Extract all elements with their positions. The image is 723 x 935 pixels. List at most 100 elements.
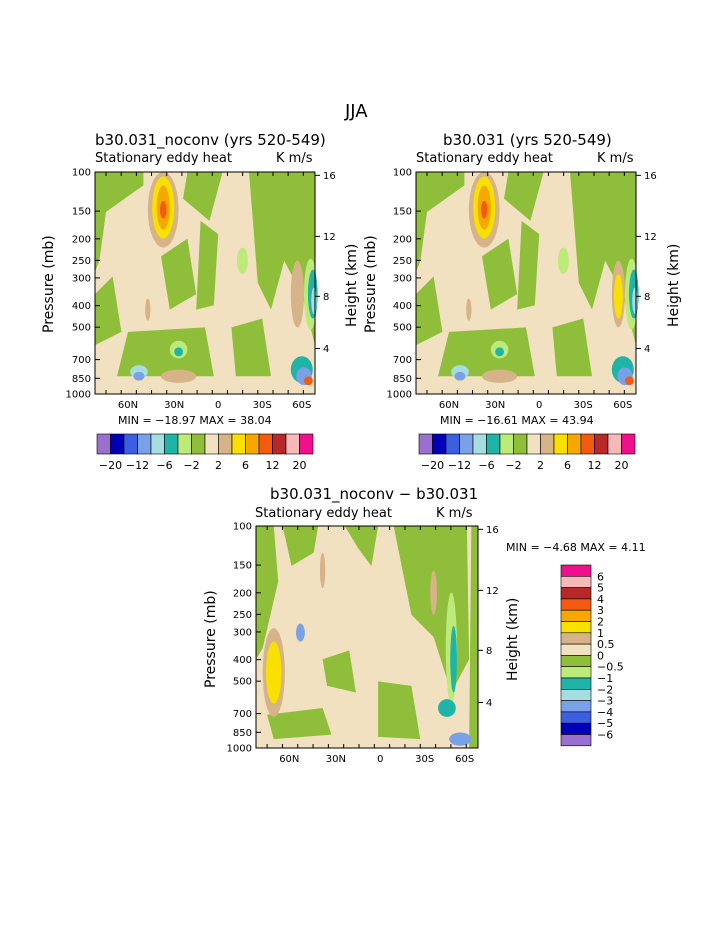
ytick-label: 500 (393, 323, 412, 334)
colorbar-label: −6 (478, 459, 494, 472)
contour-region (430, 570, 437, 615)
panel3-minmax: MIN = −4.68 MAX = 4.11 (506, 541, 646, 554)
colorbar-label: −5 (597, 717, 613, 730)
colorbar-label: 20 (293, 459, 307, 472)
colorbar-box (607, 433, 622, 455)
plot-area: 100 150 200 250 300 400 500 700 850 1000 16 12 8 4 60N… (66, 168, 336, 412)
panel1-subtitle-right: K m/s (276, 151, 313, 166)
xtick-label: 60N (439, 400, 459, 411)
colorbar-label: −2 (505, 459, 521, 472)
colorbar-box (432, 433, 447, 455)
colorbar-box (580, 433, 595, 455)
colorbar-box (258, 433, 273, 455)
colorbar-label: 0 (597, 649, 604, 662)
colorbar-box (560, 643, 592, 656)
colorbar-box (445, 433, 460, 455)
colorbar-box (553, 433, 568, 455)
colorbar-label: −12 (448, 459, 471, 472)
xtick-label: 30N (164, 400, 184, 411)
ytick-label: 400 (72, 301, 91, 312)
contour-region (454, 371, 466, 381)
contour-region (196, 220, 219, 310)
colorbar-label: 0.5 (597, 638, 615, 651)
y2tick-label: 16 (323, 171, 336, 182)
colorbar-box (110, 433, 125, 455)
contour-region (161, 238, 197, 310)
colorbar-box (218, 433, 233, 455)
ytick-label: 250 (72, 256, 91, 267)
colorbar-label: 2 (215, 459, 222, 472)
plot-area: 100 150 200 250 300 400 500 700 850 1000 16 12 8 4 60N… (387, 168, 657, 412)
contour-region (438, 699, 456, 717)
panel2-colorbar: −20 −12 −6 −2 2 6 12 20 (418, 433, 636, 472)
xtick-label: 30S (574, 400, 593, 411)
contour-region (632, 287, 638, 315)
xtick-label: 0 (377, 754, 383, 765)
colorbar-label: 3 (597, 604, 604, 617)
contour-region (282, 526, 319, 566)
colorbar-label: −2 (183, 459, 199, 472)
panel2-ylabel: Pressure (mb) (363, 235, 379, 333)
panel2-title: b30.031 (yrs 520-549) (443, 131, 612, 149)
colorbar-label: 2 (537, 459, 544, 472)
colorbar-label: 6 (564, 459, 571, 472)
ytick-label: 700 (233, 709, 252, 720)
panel1-ylabel: Pressure (mb) (41, 235, 57, 333)
y2tick-label: 4 (323, 344, 329, 355)
region-yellow (265, 641, 282, 704)
contour-region (322, 650, 356, 693)
ytick-label: 1000 (227, 744, 252, 755)
colorbar-box (418, 433, 433, 455)
figure-title: JJA (345, 101, 368, 122)
plot-area: 100 150 200 250 300 400 500 700 850 1000 16 12 8 4 60N… (227, 522, 499, 766)
contour-region (95, 276, 122, 346)
contour-region (183, 172, 223, 221)
colorbar-label: 12 (266, 459, 280, 472)
ytick-label: 100 (233, 522, 252, 533)
colorbar-box (560, 734, 592, 747)
colorbar-label: 6 (597, 570, 604, 583)
colorbar-label: 12 (588, 459, 602, 472)
ytick-label: 850 (72, 374, 91, 385)
ytick-label: 250 (393, 256, 412, 267)
xtick-label: 60N (279, 754, 299, 765)
colorbar-box (560, 655, 592, 668)
colorbar-label: −20 (421, 459, 444, 472)
colorbar-label: −2 (597, 683, 613, 696)
ytick-label: 850 (393, 374, 412, 385)
xtick-label: 60S (455, 754, 474, 765)
y2tick-label: 8 (644, 292, 650, 303)
colorbar-box (486, 433, 501, 455)
ytick-label: 400 (393, 301, 412, 312)
contour-region (482, 238, 518, 310)
colorbar-box (204, 433, 219, 455)
colorbar-box (560, 598, 592, 611)
ytick-label: 150 (72, 207, 91, 218)
colorbar-label: −3 (597, 695, 613, 708)
colorbar-label: 20 (615, 459, 629, 472)
y2tick-label: 12 (644, 232, 657, 243)
panel3-subtitle-left: Stationary eddy heat (255, 506, 392, 521)
colorbar-box (299, 433, 314, 455)
xtick-label: 60S (613, 400, 632, 411)
plot-frame (255, 525, 479, 749)
colorbar-box (137, 433, 152, 455)
contour-region (438, 327, 535, 377)
contour-region (267, 708, 332, 740)
colorbar-box (150, 433, 165, 455)
y2tick-label: 16 (644, 171, 657, 182)
region-lime (557, 247, 569, 275)
panel1-plot: 100 150 200 250 300 400 500 700 850 1000 16 12 8 4 60N… (66, 168, 336, 412)
contour-region (416, 382, 636, 394)
colorbar-box (560, 666, 592, 679)
panel1-title: b30.031_noconv (yrs 520-549) (95, 131, 326, 149)
contour-region (290, 260, 304, 328)
ytick-label: 1000 (387, 390, 412, 401)
ytick-label: 100 (393, 168, 412, 179)
y2tick-label: 8 (486, 646, 492, 657)
colorbar-box (560, 564, 592, 577)
xtick-label: 30N (326, 754, 346, 765)
colorbar-label: −12 (126, 459, 149, 472)
contour-region (482, 369, 518, 383)
xtick-label: 0 (536, 400, 542, 411)
